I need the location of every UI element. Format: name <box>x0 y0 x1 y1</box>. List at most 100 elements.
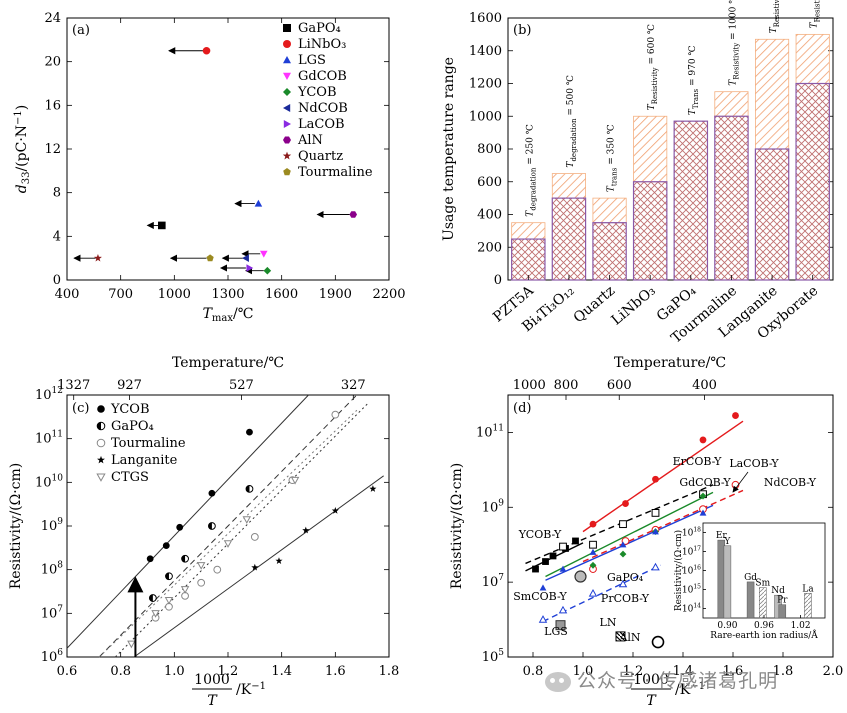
c-point <box>302 526 310 534</box>
panel-a-label: (a) <box>72 23 90 38</box>
d-inset-bar-label: La <box>802 584 814 594</box>
panel-b-category-labels: PZT5ABi₄Ti₃O₁₂QuartzLiNbO₃GaPO₄Tourmalin… <box>490 282 821 346</box>
c-x-tick-label: 0.6 <box>57 664 78 679</box>
b-bar-annotation: Tdegradation = 500 ℃ <box>566 75 578 167</box>
c-point-fill <box>246 485 250 493</box>
d-material-point <box>651 635 665 649</box>
c-y-tick-label: 108 <box>41 561 64 578</box>
b-bar-annotation: TResistivity = 800 ℃ <box>769 0 781 33</box>
b-y-tick-label: 200 <box>477 240 502 255</box>
b-bar-annotation: TResistivity = 600 ℃ <box>647 24 659 110</box>
panel-d-inset: 1014 1015 1016 1017 1018 0.90 0.96 1.02 ErY GdSmN… <box>673 522 826 641</box>
d-inset-y-tick-label: 1016 <box>682 565 701 577</box>
b-upper-bar <box>633 115 668 183</box>
d-point <box>619 550 627 558</box>
a-legend-marker <box>283 40 291 48</box>
c-fit-line <box>133 475 384 658</box>
a-legend-marker <box>283 56 291 64</box>
d-inset-x-tick-label: 0.96 <box>754 621 774 631</box>
a-point <box>263 266 272 275</box>
panel-d: (d) Temperature/℃ 0.8 1.0 1.2 1.4 1.6 1.8 2.0 1… <box>449 355 843 709</box>
b-lower-bar <box>754 148 790 281</box>
b-upper-bar <box>795 33 830 84</box>
panel-a-marks <box>73 46 358 275</box>
d-material-point <box>615 631 626 642</box>
a-y-tick-label: 0 <box>53 273 61 288</box>
d-y-tick-label: 109 <box>482 498 505 515</box>
c-legend-marker <box>97 405 105 413</box>
d-label-ycob: YCOB-Y <box>518 528 562 541</box>
d-top-tick-label: 800 <box>554 378 579 393</box>
panel-c-top-xlabel: Temperature/℃ <box>172 355 284 371</box>
c-top-tick-label: 527 <box>229 378 254 393</box>
d-inset-y-tick-label: 1015 <box>682 584 701 596</box>
panel-c-xlabel: 1000 T /K−1 <box>192 672 266 709</box>
d-inset-x-tick-label: 0.90 <box>717 621 737 631</box>
d-inset-y-tick-label: 1017 <box>682 546 701 558</box>
d-label-ln: LN <box>600 616 617 629</box>
d-point <box>589 548 597 555</box>
c-point <box>245 484 254 493</box>
panel-c-xlabel-unit: /K−1 <box>236 681 266 698</box>
a-legend-marker <box>283 120 291 128</box>
c-legend-marker <box>97 455 105 464</box>
d-x-tick-label: 1.8 <box>773 664 794 679</box>
watermark: 公众号 · 传感诸葛孔明 <box>545 666 778 693</box>
d-inset-bar-label: Sm <box>755 579 770 589</box>
panel-b-ticks: 0 200 400 600 800 1000 1200 1400 1600 <box>469 11 833 288</box>
d-point <box>549 552 557 560</box>
watermark-text: 公众号 · 传感诸葛孔明 <box>577 670 779 692</box>
b-y-tick-label: 600 <box>477 175 502 190</box>
c-point-fill <box>208 522 212 530</box>
panel-b-ylabel: Usage temperature range <box>441 57 457 241</box>
c-x-tick-label: 1.2 <box>218 664 239 679</box>
a-legend-marker <box>283 168 291 176</box>
d-x-tick-label: 1.2 <box>623 664 644 679</box>
panel-c-ylabel: Resistivity/(Ω·cm) <box>8 463 24 590</box>
panel-d-ylabel: Resistivity/(Ω·cm) <box>449 463 465 590</box>
d-point <box>651 509 660 517</box>
d-material-point <box>574 570 587 583</box>
a-legend-label: Quartz <box>298 149 343 164</box>
d-inset-bar-label: Gd <box>744 573 757 583</box>
panel-a-xlabel: Tmax/℃ <box>203 306 254 324</box>
d-point <box>621 537 630 545</box>
b-upper-bar <box>592 197 627 224</box>
d-point <box>619 541 627 548</box>
d-label-aln: AlN <box>618 631 640 644</box>
d-inset-bar <box>759 587 767 619</box>
c-point <box>331 506 339 514</box>
a-x-tick-label: 2200 <box>372 287 405 302</box>
a-legend-marker <box>283 24 291 32</box>
c-legend-label: GaPO₄ <box>111 419 154 434</box>
d-fit-line <box>582 420 744 533</box>
d-inset-bar-label: Pr <box>777 596 788 606</box>
panel-d-frame <box>507 394 834 658</box>
d-inset-ylabel: Resistivity/(Ω·cm) <box>673 530 684 611</box>
c-legend-marker <box>96 438 106 448</box>
c-point <box>290 476 300 485</box>
panel-a-ylabel: d33/(pC·N−1) <box>13 105 32 193</box>
c-x-tick-label: 1.4 <box>271 664 292 679</box>
c-point <box>164 597 174 605</box>
a-point <box>93 253 102 262</box>
d-fit-line <box>582 489 744 563</box>
c-fit-line <box>66 394 309 649</box>
c-point <box>165 572 173 581</box>
d-y-tick-label: 107 <box>482 573 505 590</box>
b-lower-bar <box>795 82 830 281</box>
b-lower-bar <box>714 115 749 281</box>
d-point <box>732 412 739 419</box>
d-point <box>542 558 549 565</box>
d-label-lacob: LaCOB-Y <box>729 457 779 470</box>
b-lower-bar <box>632 181 668 281</box>
a-x-tick-label: 1900 <box>319 287 352 302</box>
b-bar-annotation: TResistivity = 1000 ℃ <box>728 0 740 86</box>
d-fit-line <box>545 491 714 578</box>
c-point <box>162 542 170 550</box>
panel-b-label: (b) <box>513 23 531 38</box>
c-point <box>180 586 190 594</box>
a-y-tick-label: 20 <box>44 55 61 70</box>
d-top-tick-label: 600 <box>607 378 632 393</box>
